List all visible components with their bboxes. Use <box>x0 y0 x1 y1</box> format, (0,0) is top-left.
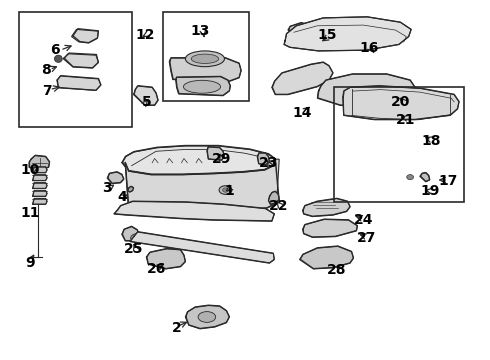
Polygon shape <box>343 86 459 120</box>
Text: 22: 22 <box>269 199 288 213</box>
Text: 18: 18 <box>422 134 441 148</box>
Ellipse shape <box>407 175 414 180</box>
Text: 20: 20 <box>391 95 410 109</box>
Ellipse shape <box>54 55 62 62</box>
Ellipse shape <box>131 234 143 242</box>
Text: 17: 17 <box>438 174 458 188</box>
Polygon shape <box>114 202 274 221</box>
Ellipse shape <box>183 80 220 93</box>
Polygon shape <box>169 58 241 81</box>
Text: 7: 7 <box>42 84 52 98</box>
Ellipse shape <box>185 51 224 67</box>
Text: 9: 9 <box>25 256 35 270</box>
Polygon shape <box>32 199 47 204</box>
Polygon shape <box>257 153 270 165</box>
Text: 24: 24 <box>353 213 373 227</box>
Ellipse shape <box>222 188 228 192</box>
Text: 12: 12 <box>135 28 154 42</box>
Polygon shape <box>29 156 49 170</box>
Polygon shape <box>284 17 411 51</box>
Bar <box>19 12 132 127</box>
Polygon shape <box>125 159 279 212</box>
Text: 2: 2 <box>172 321 181 335</box>
Polygon shape <box>420 173 430 182</box>
Polygon shape <box>32 183 47 189</box>
Bar <box>163 12 249 101</box>
Text: 29: 29 <box>212 152 231 166</box>
Text: 4: 4 <box>117 190 127 204</box>
Polygon shape <box>147 249 185 269</box>
Polygon shape <box>303 220 357 237</box>
Polygon shape <box>269 192 279 204</box>
Polygon shape <box>300 246 353 269</box>
Polygon shape <box>32 167 47 173</box>
Polygon shape <box>130 232 274 263</box>
Polygon shape <box>72 30 98 43</box>
Ellipse shape <box>191 54 219 63</box>
Text: 25: 25 <box>124 242 144 256</box>
Polygon shape <box>107 172 124 184</box>
Text: 19: 19 <box>420 184 440 198</box>
Polygon shape <box>303 199 350 217</box>
Text: 26: 26 <box>147 262 166 276</box>
Text: 23: 23 <box>259 156 278 170</box>
Polygon shape <box>185 306 229 329</box>
Text: 14: 14 <box>293 105 313 120</box>
Polygon shape <box>128 186 134 192</box>
Text: 28: 28 <box>327 264 346 277</box>
Polygon shape <box>288 23 314 35</box>
Text: 6: 6 <box>50 43 60 57</box>
Text: 5: 5 <box>142 95 151 109</box>
Text: 21: 21 <box>395 113 415 127</box>
Polygon shape <box>272 62 333 95</box>
Text: 16: 16 <box>360 41 379 55</box>
Text: 8: 8 <box>41 63 50 77</box>
Polygon shape <box>207 147 224 160</box>
Polygon shape <box>57 76 101 90</box>
Text: 3: 3 <box>102 181 112 195</box>
Polygon shape <box>383 108 400 116</box>
Polygon shape <box>63 54 98 68</box>
Text: 13: 13 <box>190 24 210 38</box>
Text: 15: 15 <box>318 28 337 42</box>
Polygon shape <box>134 86 158 105</box>
Polygon shape <box>318 74 415 105</box>
Text: 10: 10 <box>20 163 40 177</box>
Text: 1: 1 <box>224 184 234 198</box>
Polygon shape <box>32 175 47 181</box>
Text: 27: 27 <box>357 231 376 245</box>
Polygon shape <box>122 226 139 241</box>
Polygon shape <box>122 146 275 175</box>
Bar <box>334 87 464 202</box>
Ellipse shape <box>219 186 232 194</box>
Text: 11: 11 <box>20 206 40 220</box>
Ellipse shape <box>198 312 216 322</box>
Polygon shape <box>32 191 47 197</box>
Polygon shape <box>175 77 230 96</box>
